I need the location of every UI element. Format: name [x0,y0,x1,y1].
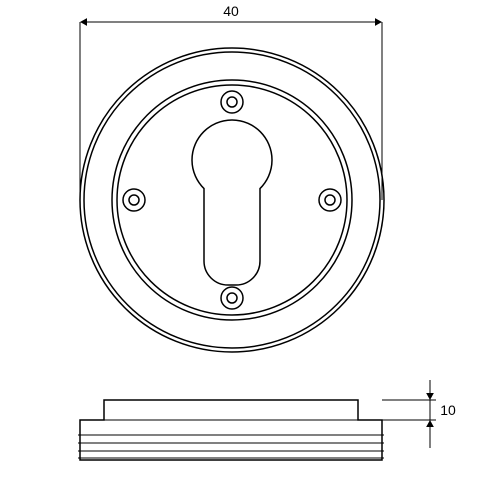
dimension-width: 40 [80,3,382,200]
dimension-height: 10 [382,380,456,448]
top-view [80,48,384,352]
screw-hole [319,189,341,211]
dimension-width-label: 40 [223,3,239,19]
keyhole [192,120,272,285]
screw-hole [221,287,243,309]
side-view [78,400,384,460]
dimension-height-label: 10 [440,402,456,418]
screw-hole [221,91,243,113]
screw-hole [123,189,145,211]
